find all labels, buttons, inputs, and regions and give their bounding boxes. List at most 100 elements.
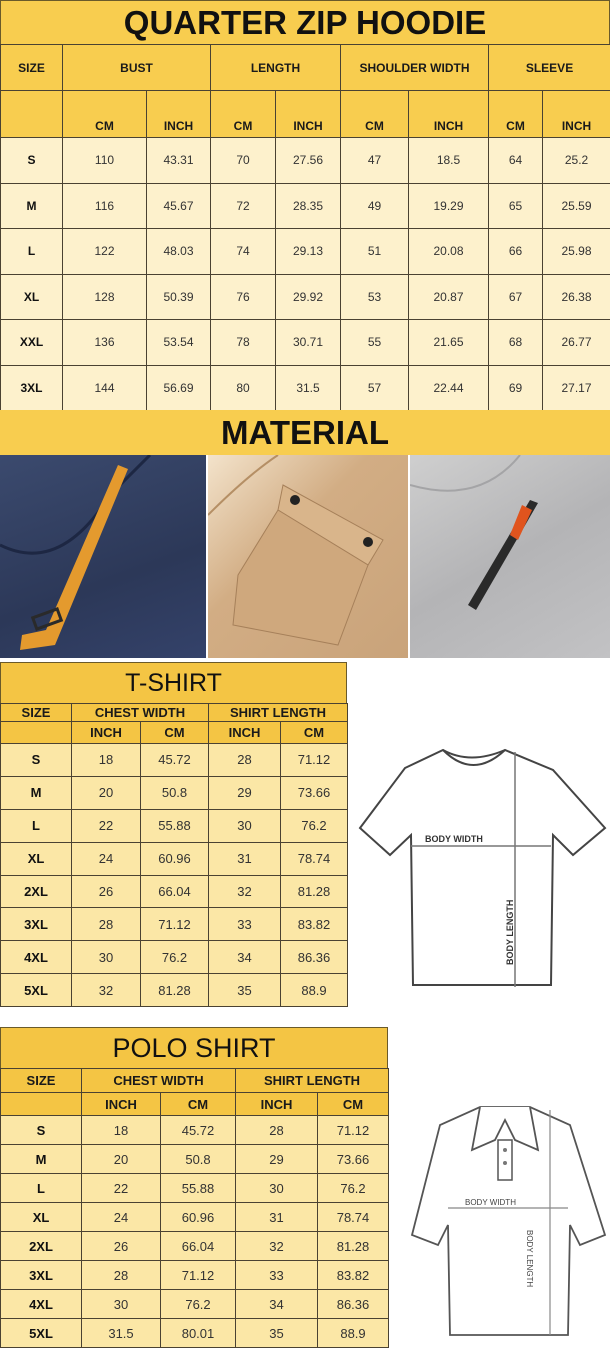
value-cell: 57: [340, 364, 410, 411]
value-cell: 27.56: [275, 137, 342, 184]
value-cell: 21.65: [408, 319, 490, 366]
value-cell: 29: [208, 775, 281, 810]
value-cell: 31.5: [81, 1318, 161, 1348]
material-title: MATERIAL: [0, 410, 610, 455]
value-cell: 80: [210, 364, 277, 411]
table-row: L 122 48.03 74 29.13 51 20.08 66 25.98: [0, 228, 610, 275]
unit-header: CM: [210, 90, 277, 138]
value-cell: 33: [235, 1260, 318, 1290]
table-row: 3XL 28 71.12 33 83.82: [0, 1260, 389, 1290]
value-cell: 50.39: [145, 273, 212, 320]
navy-fabric-photo: [0, 455, 206, 658]
value-cell: 71.12: [160, 1260, 236, 1290]
hoodie-size-table: SIZE BUST LENGTH SHOULDER WIDTH SLEEVE C…: [0, 44, 610, 411]
value-cell: 76: [210, 273, 277, 320]
length-header: LENGTH: [210, 44, 342, 91]
value-cell: 76.2: [160, 1289, 236, 1319]
table-row: M 116 45.67 72 28.35 49 19.29 65 25.59: [0, 182, 610, 229]
size-cell: 4XL: [0, 940, 72, 975]
value-cell: 28: [235, 1115, 318, 1145]
table-row: L 22 55.88 30 76.2: [0, 808, 348, 843]
value-cell: 35: [208, 973, 281, 1008]
size-cell: 3XL: [0, 1260, 82, 1290]
value-cell: 32: [71, 973, 141, 1008]
unit-header: INCH: [81, 1092, 161, 1116]
value-cell: 110: [62, 137, 147, 184]
value-cell: 29.13: [275, 228, 342, 275]
table-row: S 18 45.72 28 71.12: [0, 1115, 389, 1145]
value-cell: 31: [235, 1202, 318, 1232]
value-cell: 78: [210, 319, 277, 366]
polo-title: POLO SHIRT: [0, 1027, 388, 1069]
value-cell: 29.92: [275, 273, 342, 320]
grey-fabric-photo: [410, 455, 610, 658]
value-cell: 48.03: [145, 228, 212, 275]
shirt-length-header: SHIRT LENGTH: [208, 703, 348, 722]
value-cell: 69: [488, 364, 544, 411]
value-cell: 49: [340, 182, 410, 229]
shirt-length-header: SHIRT LENGTH: [235, 1068, 389, 1093]
table-row: 3XL 144 56.69 80 31.5 57 22.44 69 27.17: [0, 364, 610, 411]
value-cell: 60.96: [160, 1202, 236, 1232]
table-row: XXL 136 53.54 78 30.71 55 21.65 68 26.77: [0, 319, 610, 366]
value-cell: 73.66: [280, 775, 348, 810]
value-cell: 45.67: [145, 182, 212, 229]
tshirt-title: T-SHIRT: [0, 662, 347, 704]
flap-pocket-icon: [208, 455, 384, 646]
value-cell: 20: [81, 1144, 161, 1174]
size-cell: 3XL: [0, 364, 63, 411]
value-cell: 30.71: [275, 319, 342, 366]
value-cell: 27.17: [542, 364, 610, 411]
value-cell: 33: [208, 907, 281, 942]
value-cell: 76.2: [317, 1173, 389, 1203]
value-cell: 28: [208, 743, 281, 777]
size-cell: 5XL: [0, 1318, 82, 1348]
value-cell: 47: [340, 137, 410, 184]
value-cell: 73.66: [317, 1144, 389, 1174]
table-row: 4XL 30 76.2 34 86.36: [0, 940, 348, 975]
value-cell: 68: [488, 319, 544, 366]
table-row: 2XL 26 66.04 32 81.28: [0, 1231, 389, 1261]
material-title-text: MATERIAL: [220, 413, 390, 451]
unit-header: CM: [62, 90, 147, 138]
unit-header: INCH: [542, 90, 610, 138]
value-cell: 81.28: [317, 1231, 389, 1261]
body-length-label: BODY LENGTH: [505, 900, 515, 965]
tshirt-measurement-diagram: BODY WIDTH BODY LENGTH: [358, 748, 607, 987]
unit-header: INCH: [71, 721, 141, 744]
value-cell: 25.2: [542, 137, 610, 184]
value-cell: 43.31: [145, 137, 212, 184]
value-cell: 18: [81, 1115, 161, 1145]
table-row: S 18 45.72 28 71.12: [0, 743, 348, 777]
table-row: XL 128 50.39 76 29.92 53 20.87 67 26.38: [0, 273, 610, 320]
table-row: XL 24 60.96 31 78.74: [0, 841, 348, 876]
value-cell: 83.82: [280, 907, 348, 942]
value-cell: 67: [488, 273, 544, 320]
tshirt-title-text: T-SHIRT: [125, 668, 222, 697]
value-cell: 26.38: [542, 273, 610, 320]
size-header: SIZE: [0, 703, 72, 722]
size-cell: S: [0, 743, 72, 777]
unit-header: CM: [280, 721, 348, 744]
value-cell: 26.77: [542, 319, 610, 366]
unit-header: CM: [160, 1092, 236, 1116]
value-cell: 50.8: [140, 775, 209, 810]
value-cell: 20.08: [408, 228, 490, 275]
value-cell: 80.01: [160, 1318, 236, 1348]
table-row: M 20 50.8 29 73.66: [0, 775, 348, 810]
value-cell: 22: [71, 808, 141, 843]
unit-header: INCH: [208, 721, 281, 744]
value-cell: 144: [62, 364, 147, 411]
body-width-label: BODY WIDTH: [465, 1198, 516, 1207]
value-cell: 74: [210, 228, 277, 275]
value-cell: 22.44: [408, 364, 490, 411]
empty-header: [0, 1092, 82, 1116]
size-header: SIZE: [0, 1068, 82, 1093]
unit-header: INCH: [275, 90, 342, 138]
value-cell: 81.28: [140, 973, 209, 1008]
table-row: XL 24 60.96 31 78.74: [0, 1202, 389, 1232]
value-cell: 81.28: [280, 874, 348, 909]
value-cell: 18.5: [408, 137, 490, 184]
value-cell: 64: [488, 137, 544, 184]
value-cell: 30: [81, 1289, 161, 1319]
